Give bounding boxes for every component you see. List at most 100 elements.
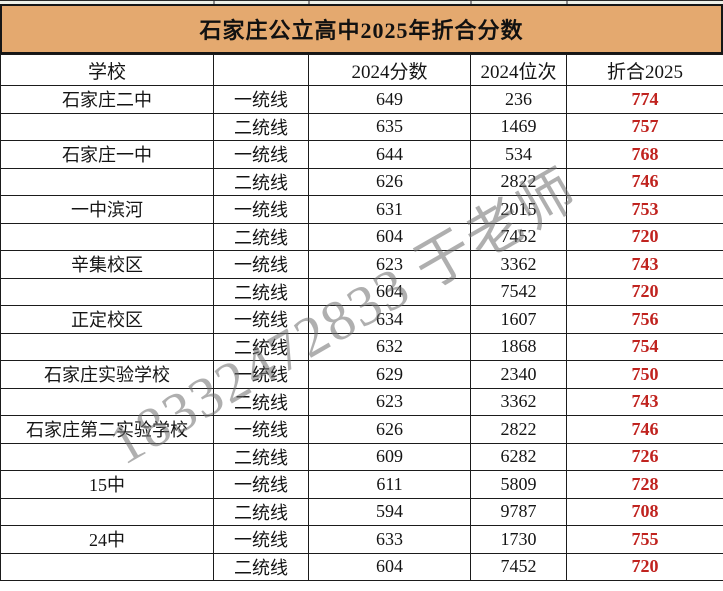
cell-converted-2025: 708 bbox=[566, 497, 723, 526]
table-row: 15中 一统线 611 5809 728 bbox=[0, 470, 723, 499]
cell-school: 正定校区 bbox=[0, 305, 214, 334]
cell-2024-rank: 7542 bbox=[470, 277, 567, 306]
cell-school: 石家庄二中 bbox=[0, 85, 214, 114]
cell-school: 15中 bbox=[0, 470, 214, 499]
cell-2024-rank: 9787 bbox=[470, 497, 567, 526]
cell-2024-score: 594 bbox=[308, 497, 471, 526]
table-row: 二统线 632 1868 754 bbox=[0, 332, 723, 361]
cell-line-type: 二统线 bbox=[213, 442, 309, 471]
table-title-bar: 石家庄公立高中2025年折合分数 bbox=[0, 4, 723, 54]
cell-line-type: 一统线 bbox=[213, 250, 309, 279]
cell-2024-score: 631 bbox=[308, 195, 471, 224]
table-row: 辛集校区 一统线 623 3362 743 bbox=[0, 250, 723, 279]
header-2024-score: 2024分数 bbox=[308, 54, 471, 86]
cell-2024-rank: 7452 bbox=[470, 552, 567, 581]
header-row: 学校 2024分数 2024位次 折合2025 bbox=[0, 54, 723, 86]
cell-line-type: 二统线 bbox=[213, 497, 309, 526]
table-row: 石家庄一中 一统线 644 534 768 bbox=[0, 140, 723, 169]
cell-converted-2025: 743 bbox=[566, 387, 723, 416]
header-converted-2025: 折合2025 bbox=[566, 54, 723, 86]
cell-converted-2025: 746 bbox=[566, 167, 723, 196]
cell-2024-score: 604 bbox=[308, 552, 471, 581]
table-row: 二统线 594 9787 708 bbox=[0, 497, 723, 526]
cell-2024-rank: 1868 bbox=[470, 332, 567, 361]
cell-line-type: 一统线 bbox=[213, 360, 309, 389]
cell-line-type: 一统线 bbox=[213, 415, 309, 444]
cell-2024-rank: 534 bbox=[470, 140, 567, 169]
cell-line-type: 二统线 bbox=[213, 552, 309, 581]
table-row: 二统线 604 7452 720 bbox=[0, 222, 723, 251]
cell-converted-2025: 720 bbox=[566, 552, 723, 581]
cell-line-type: 一统线 bbox=[213, 470, 309, 499]
cell-converted-2025: 757 bbox=[566, 112, 723, 141]
table-row: 石家庄二中 一统线 649 236 774 bbox=[0, 85, 723, 114]
cell-school: 24中 bbox=[0, 525, 214, 554]
cell-converted-2025: 743 bbox=[566, 250, 723, 279]
score-table: 学校 2024分数 2024位次 折合2025 石家庄二中 一统线 649 23… bbox=[0, 54, 723, 581]
cell-2024-score: 623 bbox=[308, 387, 471, 416]
cell-2024-rank: 236 bbox=[470, 85, 567, 114]
cell-2024-rank: 7452 bbox=[470, 222, 567, 251]
cell-converted-2025: 726 bbox=[566, 442, 723, 471]
cell-school bbox=[0, 442, 214, 471]
table-row: 石家庄第二实验学校 一统线 626 2822 746 bbox=[0, 415, 723, 444]
table-row: 二统线 604 7452 720 bbox=[0, 552, 723, 581]
cell-converted-2025: 720 bbox=[566, 222, 723, 251]
cell-2024-score: 633 bbox=[308, 525, 471, 554]
cell-converted-2025: 755 bbox=[566, 525, 723, 554]
cell-line-type: 二统线 bbox=[213, 112, 309, 141]
cell-converted-2025: 753 bbox=[566, 195, 723, 224]
table-row: 二统线 623 3362 743 bbox=[0, 387, 723, 416]
table-row: 二统线 609 6282 726 bbox=[0, 442, 723, 471]
cell-2024-rank: 1607 bbox=[470, 305, 567, 334]
table-row: 二统线 635 1469 757 bbox=[0, 112, 723, 141]
cell-2024-rank: 1469 bbox=[470, 112, 567, 141]
header-school: 学校 bbox=[0, 54, 214, 86]
cell-2024-score: 644 bbox=[308, 140, 471, 169]
cell-line-type: 二统线 bbox=[213, 332, 309, 361]
cell-2024-rank: 3362 bbox=[470, 387, 567, 416]
table-row: 石家庄实验学校 一统线 629 2340 750 bbox=[0, 360, 723, 389]
cell-line-type: 二统线 bbox=[213, 222, 309, 251]
cell-2024-score: 609 bbox=[308, 442, 471, 471]
cell-converted-2025: 720 bbox=[566, 277, 723, 306]
cell-line-type: 二统线 bbox=[213, 277, 309, 306]
cell-2024-score: 626 bbox=[308, 167, 471, 196]
column-divider bbox=[566, 1, 568, 4]
cell-2024-score: 623 bbox=[308, 250, 471, 279]
table-row: 24中 一统线 633 1730 755 bbox=[0, 525, 723, 554]
cell-converted-2025: 768 bbox=[566, 140, 723, 169]
page-title: 石家庄公立高中2025年折合分数 bbox=[199, 18, 524, 43]
column-divider bbox=[213, 1, 215, 4]
cell-2024-score: 634 bbox=[308, 305, 471, 334]
cell-2024-rank: 2822 bbox=[470, 167, 567, 196]
cell-converted-2025: 754 bbox=[566, 332, 723, 361]
cell-2024-score: 649 bbox=[308, 85, 471, 114]
cell-school bbox=[0, 332, 214, 361]
cell-2024-score: 604 bbox=[308, 277, 471, 306]
column-divider bbox=[308, 1, 310, 4]
cell-school bbox=[0, 552, 214, 581]
table-body: 石家庄二中 一统线 649 236 774 二统线 635 1469 757 石… bbox=[0, 85, 723, 581]
cell-school bbox=[0, 497, 214, 526]
cell-2024-rank: 2015 bbox=[470, 195, 567, 224]
cell-2024-score: 611 bbox=[308, 470, 471, 499]
cell-converted-2025: 774 bbox=[566, 85, 723, 114]
cell-school: 辛集校区 bbox=[0, 250, 214, 279]
cell-converted-2025: 746 bbox=[566, 415, 723, 444]
table-row: 二统线 626 2822 746 bbox=[0, 167, 723, 196]
cell-2024-rank: 6282 bbox=[470, 442, 567, 471]
cell-line-type: 一统线 bbox=[213, 525, 309, 554]
cell-school: 一中滨河 bbox=[0, 195, 214, 224]
cell-school bbox=[0, 277, 214, 306]
cell-school: 石家庄第二实验学校 bbox=[0, 415, 214, 444]
cell-line-type: 一统线 bbox=[213, 305, 309, 334]
cell-converted-2025: 756 bbox=[566, 305, 723, 334]
cell-2024-score: 632 bbox=[308, 332, 471, 361]
cell-line-type: 一统线 bbox=[213, 195, 309, 224]
table-row: 一中滨河 一统线 631 2015 753 bbox=[0, 195, 723, 224]
cell-2024-score: 635 bbox=[308, 112, 471, 141]
cell-school: 石家庄实验学校 bbox=[0, 360, 214, 389]
cropped-row-sliver bbox=[0, 0, 723, 4]
